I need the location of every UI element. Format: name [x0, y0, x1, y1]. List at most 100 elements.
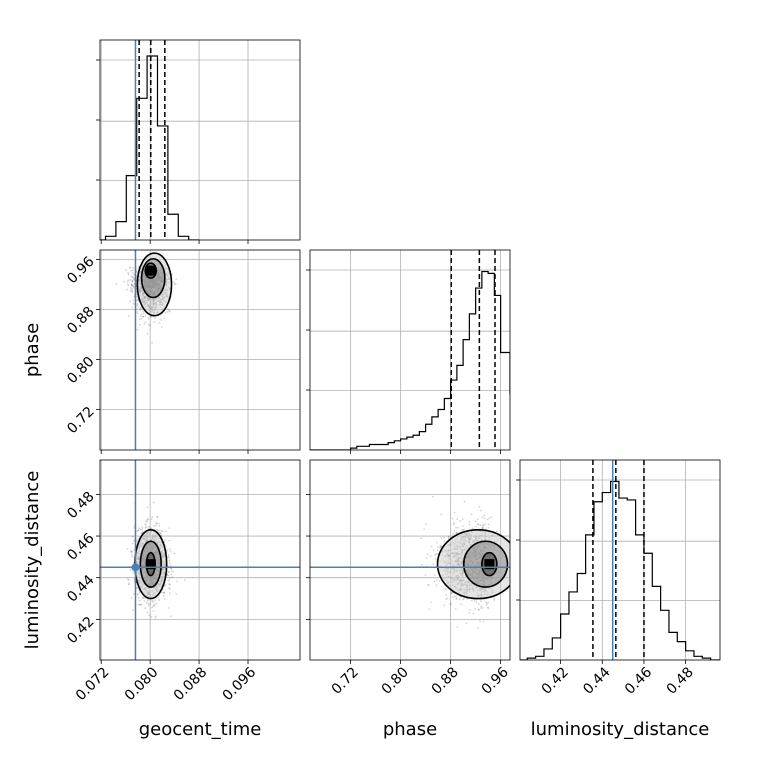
scatter-point: [163, 585, 166, 587]
scatter-point: [432, 563, 435, 566]
scatter-point: [150, 616, 153, 618]
scatter-point: [487, 526, 490, 529]
scatter-point: [455, 598, 458, 600]
scatter-point: [136, 302, 139, 305]
scatter-point: [142, 596, 144, 599]
scatter-point: [480, 509, 482, 512]
scatter-point: [146, 332, 149, 335]
scatter-point: [173, 281, 176, 284]
scatter-point: [435, 552, 438, 555]
scatter-point: [136, 586, 139, 589]
scatter-point: [183, 578, 186, 581]
scatter-point: [127, 283, 129, 286]
scatter-point: [455, 595, 458, 597]
scatter-point: [149, 324, 152, 327]
scatter-point: [131, 269, 134, 272]
y-axis-label-phase: phase: [22, 323, 43, 377]
scatter-point: [478, 608, 480, 611]
scatter-point: [453, 595, 456, 598]
scatter-point: [174, 282, 177, 285]
panel-border: [99, 459, 301, 661]
density-contour: [136, 252, 173, 317]
scatter-point: [158, 529, 161, 532]
scatter-point: [460, 603, 463, 606]
scatter-point: [156, 522, 158, 525]
scatter-point: [139, 603, 141, 606]
scatter-point: [478, 505, 481, 508]
scatter-point: [151, 599, 154, 602]
scatter-point: [462, 525, 464, 527]
scatter-point: [463, 500, 466, 503]
scatter-point: [131, 535, 134, 538]
scatter-point: [130, 285, 133, 288]
scatter-point: [128, 266, 131, 269]
scatter-point: [428, 584, 430, 586]
scatter-point: [463, 597, 465, 600]
scatter-point: [132, 302, 135, 305]
scatter-point: [487, 607, 490, 609]
scatter-point: [170, 573, 173, 576]
scatter-point: [131, 280, 133, 283]
scatter-point: [137, 596, 140, 599]
scatter-point: [139, 599, 141, 602]
scatter-point: [150, 527, 153, 530]
scatter-point: [130, 269, 133, 272]
scatter-point: [168, 588, 171, 590]
scatter-point: [127, 579, 130, 582]
scatter-point: [132, 299, 135, 302]
scatter-point: [131, 279, 134, 282]
scatter-point: [472, 612, 475, 615]
scatter-point: [141, 315, 144, 318]
scatter-point: [129, 267, 132, 269]
scatter-point: [486, 518, 489, 521]
scatter-point: [137, 305, 140, 308]
scatter-point: [137, 592, 140, 595]
scatter-point: [455, 526, 458, 529]
scatter-point: [132, 285, 135, 288]
scatter-point: [138, 591, 141, 594]
scatter-point: [485, 604, 488, 606]
scatter-point: [443, 604, 446, 607]
scatter-point: [136, 304, 139, 306]
scatter-point: [486, 606, 489, 609]
scatter-point: [158, 599, 161, 602]
scatter-point: [456, 626, 459, 628]
scatter-point: [149, 316, 152, 319]
scatter-point: [125, 288, 128, 291]
scatter-point: [170, 615, 173, 618]
scatter-point: [482, 524, 485, 527]
scatter-point: [168, 592, 171, 595]
scatter-point: [141, 526, 144, 529]
scatter-point: [457, 526, 459, 529]
scatter-point: [158, 522, 160, 525]
scatter-point: [477, 523, 480, 526]
scatter-point: [158, 525, 161, 527]
scatter-point: [129, 290, 132, 292]
scatter-point: [146, 611, 149, 614]
scatter-point: [442, 587, 445, 590]
scatter-point: [468, 523, 471, 526]
density-peak: [484, 559, 495, 570]
scatter-point: [454, 607, 457, 610]
scatter-point: [130, 550, 133, 553]
scatter-point: [468, 520, 471, 523]
scatter-point: [132, 285, 135, 288]
truth-point: [131, 563, 140, 572]
scatter-point: [136, 541, 138, 543]
scatter-point: [152, 601, 155, 604]
scatter-point: [144, 315, 147, 317]
scatter-point: [487, 523, 490, 526]
scatter-point: [450, 602, 452, 605]
scatter-point: [145, 526, 148, 528]
scatter-point: [126, 280, 129, 283]
scatter-point: [163, 317, 165, 319]
scatter-point: [469, 608, 472, 611]
scatter-point: [168, 559, 171, 562]
scatter-point: [133, 539, 135, 542]
scatter-point: [470, 513, 473, 516]
scatter-point: [435, 541, 438, 544]
scatter-point: [171, 576, 174, 579]
scatter-point: [129, 300, 131, 303]
scatter-point: [130, 287, 132, 289]
scatter-point: [142, 312, 145, 315]
